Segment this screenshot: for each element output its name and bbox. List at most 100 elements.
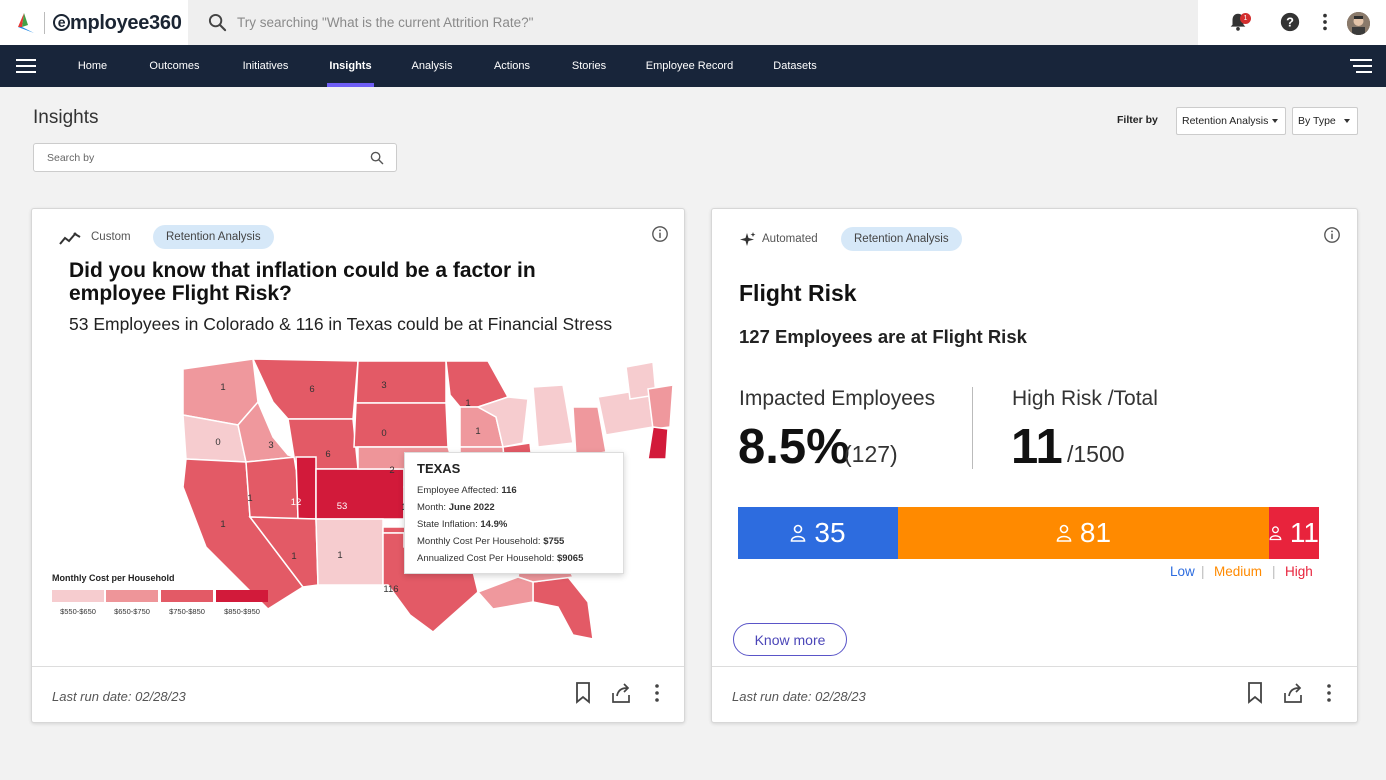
filter-label: Filter by bbox=[1117, 114, 1158, 126]
nav-item-initiatives[interactable]: Initiatives bbox=[242, 60, 289, 72]
nav-item-stories[interactable]: Stories bbox=[571, 60, 607, 72]
svg-text:?: ? bbox=[1286, 15, 1294, 30]
more-vertical-icon[interactable] bbox=[1318, 681, 1340, 705]
active-tab-indicator bbox=[327, 83, 374, 87]
map-state-colorado[interactable] bbox=[315, 468, 405, 520]
legend-high: High bbox=[1285, 564, 1313, 579]
nav-item-outcomes[interactable]: Outcomes bbox=[149, 60, 200, 72]
category-pill[interactable]: Retention Analysis bbox=[153, 225, 274, 249]
global-search[interactable] bbox=[188, 0, 1198, 45]
map-label: 116 bbox=[383, 584, 398, 595]
impacted-count: (127) bbox=[844, 441, 898, 467]
user-avatar[interactable] bbox=[1347, 12, 1370, 35]
metric-divider bbox=[972, 387, 973, 469]
info-icon[interactable] bbox=[651, 225, 669, 243]
insight-card-flight-risk: Automated Retention Analysis Flight Risk… bbox=[711, 208, 1358, 723]
map-label: 1 bbox=[337, 550, 342, 561]
info-icon[interactable] bbox=[1323, 226, 1341, 244]
risk-segment-value: 35 bbox=[814, 517, 846, 548]
map-state-wisconsin[interactable] bbox=[476, 396, 529, 448]
map-state-michigan[interactable] bbox=[532, 384, 574, 448]
map-state-montana[interactable] bbox=[251, 358, 359, 420]
bookmark-icon[interactable] bbox=[1244, 681, 1266, 705]
type-dropdown[interactable]: By Type bbox=[1292, 107, 1358, 135]
brand-name: e mployee360 bbox=[53, 12, 182, 35]
last-run-date: Last run date: 02/28/23 bbox=[52, 689, 186, 704]
type-dropdown-value: By Type bbox=[1298, 115, 1336, 127]
global-search-input[interactable] bbox=[237, 15, 837, 30]
search-icon[interactable] bbox=[370, 151, 384, 165]
person-icon bbox=[791, 524, 806, 542]
legend-medium: Medium bbox=[1214, 564, 1263, 579]
more-vertical-icon[interactable] bbox=[1314, 11, 1336, 33]
risk-segment-high[interactable]: 11 bbox=[1269, 507, 1319, 559]
page-title: Insights bbox=[33, 107, 99, 128]
legend-swatch bbox=[52, 590, 104, 602]
help-icon[interactable]: ? bbox=[1279, 11, 1301, 33]
map-legend-title: Monthly Cost per Household bbox=[52, 573, 175, 583]
map-state-louisiana[interactable] bbox=[476, 576, 534, 610]
bookmark-icon[interactable] bbox=[572, 681, 594, 705]
filter-dropdown-value: Retention Analysis bbox=[1182, 115, 1269, 127]
legend-low: Low bbox=[1170, 564, 1195, 579]
hamburger-menu-icon[interactable] bbox=[16, 59, 36, 73]
know-more-button[interactable]: Know more bbox=[733, 623, 847, 656]
risk-segment-value: 11 bbox=[1289, 517, 1319, 548]
map-label: 2 bbox=[389, 465, 394, 476]
map-label: 0 bbox=[381, 428, 386, 439]
tooltip-title: TEXAS bbox=[417, 461, 461, 476]
map-state-utah[interactable] bbox=[295, 456, 317, 520]
risk-segment-value: 81 bbox=[1079, 517, 1112, 548]
main-nav: Home Outcomes Initiatives Insights Analy… bbox=[0, 45, 1386, 87]
trend-line-icon bbox=[59, 232, 81, 245]
insights-search-input[interactable] bbox=[47, 144, 347, 171]
map-label: 3 bbox=[381, 380, 386, 391]
more-vertical-icon[interactable] bbox=[646, 681, 668, 705]
notification-badge: 1 bbox=[1240, 13, 1251, 24]
legend-separator: | bbox=[1201, 564, 1205, 579]
map-state-north-dakota[interactable] bbox=[355, 360, 447, 404]
map-state-nevada[interactable] bbox=[245, 456, 299, 520]
nav-item-employee-record[interactable]: Employee Record bbox=[645, 60, 734, 72]
risk-segment-medium[interactable]: 81 bbox=[898, 507, 1269, 559]
nav-item-home[interactable]: Home bbox=[77, 60, 108, 72]
legend-swatch bbox=[216, 590, 268, 602]
person-icon bbox=[1056, 524, 1072, 542]
map-label: 1 bbox=[247, 493, 252, 504]
logo-mark-icon bbox=[18, 13, 34, 33]
insights-search[interactable] bbox=[33, 143, 397, 172]
risk-segment-low[interactable]: 35 bbox=[738, 507, 898, 559]
legend-label: $650-$750 bbox=[114, 607, 150, 616]
card-footer: Last run date: 02/28/23 bbox=[712, 666, 1357, 722]
high-risk-total: /1500 bbox=[1067, 441, 1125, 467]
map-label: 6 bbox=[325, 449, 330, 460]
caret-down-icon bbox=[1344, 119, 1350, 123]
map-state-new-jersey[interactable] bbox=[647, 426, 669, 460]
filter-dropdown[interactable]: Retention Analysis bbox=[1176, 107, 1286, 135]
category-pill[interactable]: Retention Analysis bbox=[841, 227, 962, 251]
nav-item-datasets[interactable]: Datasets bbox=[773, 60, 817, 72]
us-choropleth-map: 1 6 3 1 0 0 3 6 1 1 2 1 1 12 53 1 1 1 11… bbox=[182, 358, 673, 640]
insight-subtitle: 53 Employees in Colorado & 116 in Texas … bbox=[69, 314, 613, 334]
tooltip-row: State Inflation: 14.9% bbox=[417, 519, 508, 530]
nav-item-analysis[interactable]: Analysis bbox=[411, 60, 453, 72]
map-state-new-mexico[interactable] bbox=[315, 518, 384, 586]
logo-divider bbox=[44, 12, 45, 34]
share-icon[interactable] bbox=[610, 681, 632, 705]
map-state-florida[interactable] bbox=[532, 576, 594, 640]
filter-lines-icon[interactable] bbox=[1350, 59, 1372, 73]
share-icon[interactable] bbox=[1282, 681, 1304, 705]
map-label: 1 bbox=[291, 551, 296, 562]
map-state-new-england[interactable] bbox=[647, 384, 673, 430]
map-label: 3 bbox=[268, 440, 273, 451]
last-run-date: Last run date: 02/28/23 bbox=[732, 689, 866, 704]
nav-item-actions[interactable]: Actions bbox=[493, 60, 531, 72]
map-state-south-dakota[interactable] bbox=[353, 402, 449, 448]
search-icon bbox=[208, 13, 227, 32]
nav-item-insights[interactable]: Insights bbox=[329, 60, 372, 72]
map-label: 1 bbox=[465, 398, 470, 409]
sparkle-icon bbox=[740, 232, 756, 246]
legend-separator: | bbox=[1272, 564, 1276, 579]
app-logo[interactable]: e mployee360 bbox=[14, 8, 182, 38]
legend-swatch bbox=[161, 590, 213, 602]
